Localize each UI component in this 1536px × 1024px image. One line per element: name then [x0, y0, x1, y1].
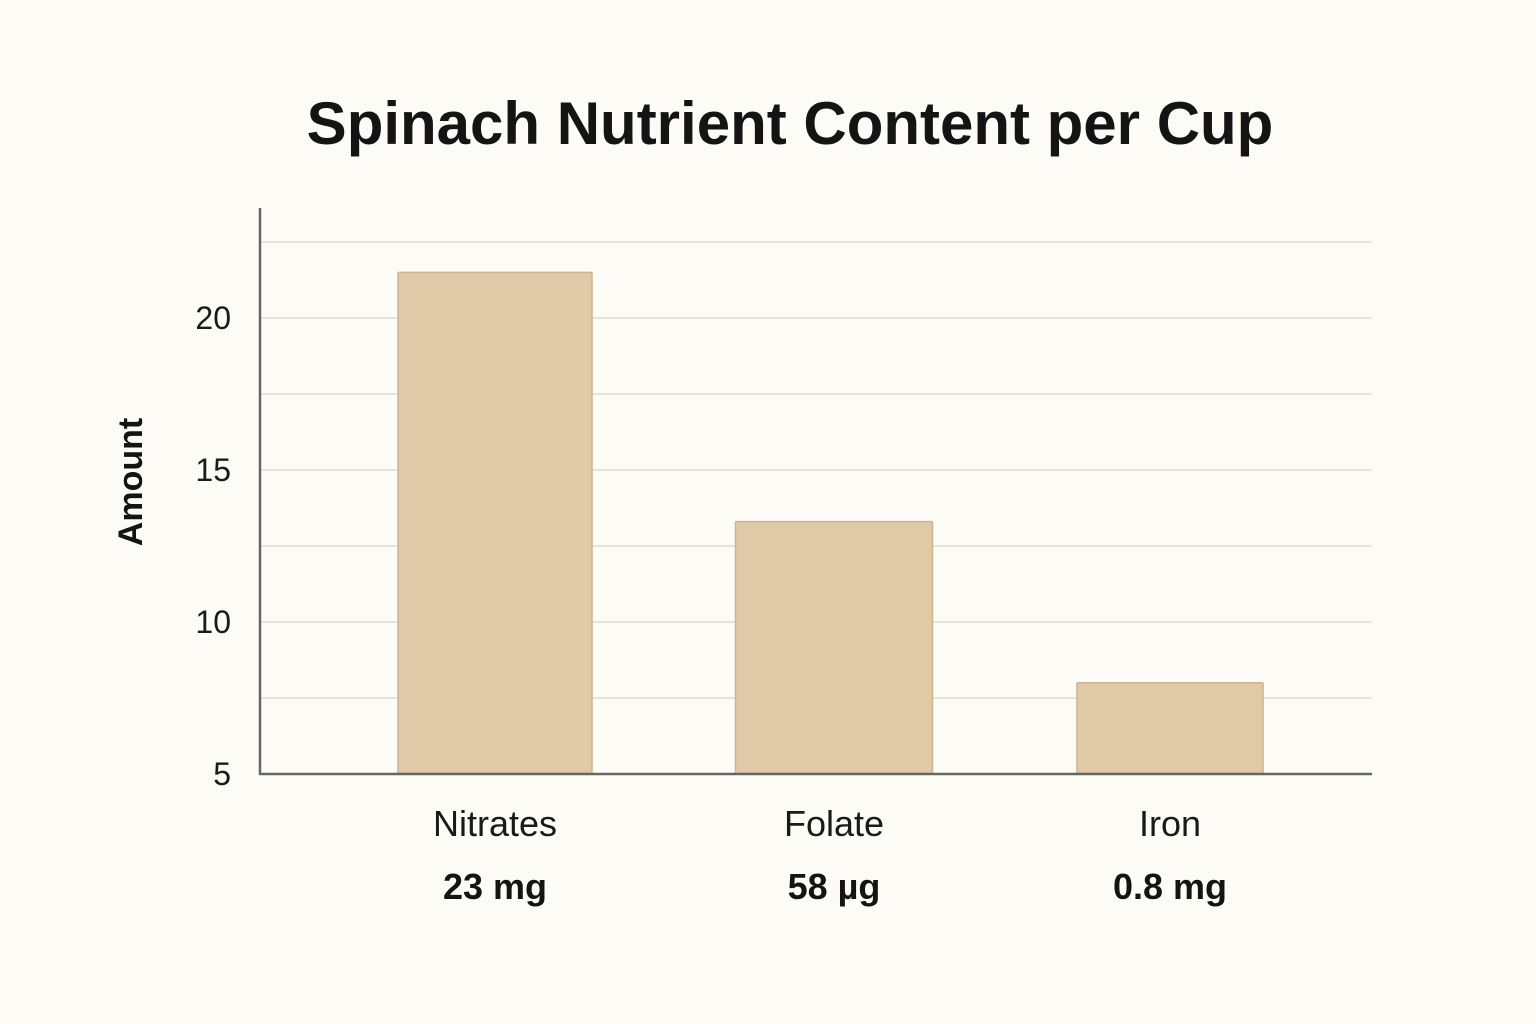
y-tick-label-5: 5	[213, 756, 231, 792]
y-tick-label-10: 10	[195, 604, 231, 640]
category-label-folate: Folate	[784, 803, 884, 844]
bar-nitrates	[397, 271, 593, 775]
data-label-iron: 0.8 mg	[1113, 866, 1227, 907]
y-tick-label-20: 20	[195, 300, 231, 336]
data-labels: 23 mg 58 µg 0.8 mg	[443, 866, 1227, 907]
bars	[397, 271, 1264, 775]
axes	[258, 208, 1372, 776]
data-label-nitrates: 23 mg	[443, 866, 547, 907]
chart-title: Spinach Nutrient Content per Cup	[307, 90, 1274, 157]
category-labels: Nitrates Folate Iron	[433, 803, 1201, 844]
y-tick-label-15: 15	[195, 452, 231, 488]
category-label-nitrates: Nitrates	[433, 803, 557, 844]
data-label-folate: 58 µg	[788, 866, 881, 907]
category-label-iron: Iron	[1139, 803, 1201, 844]
y-axis-label: Amount	[112, 418, 150, 546]
y-tick-labels: 5 10 15 20	[195, 300, 231, 792]
bar-folate	[734, 520, 934, 775]
bar-iron	[1076, 682, 1264, 775]
